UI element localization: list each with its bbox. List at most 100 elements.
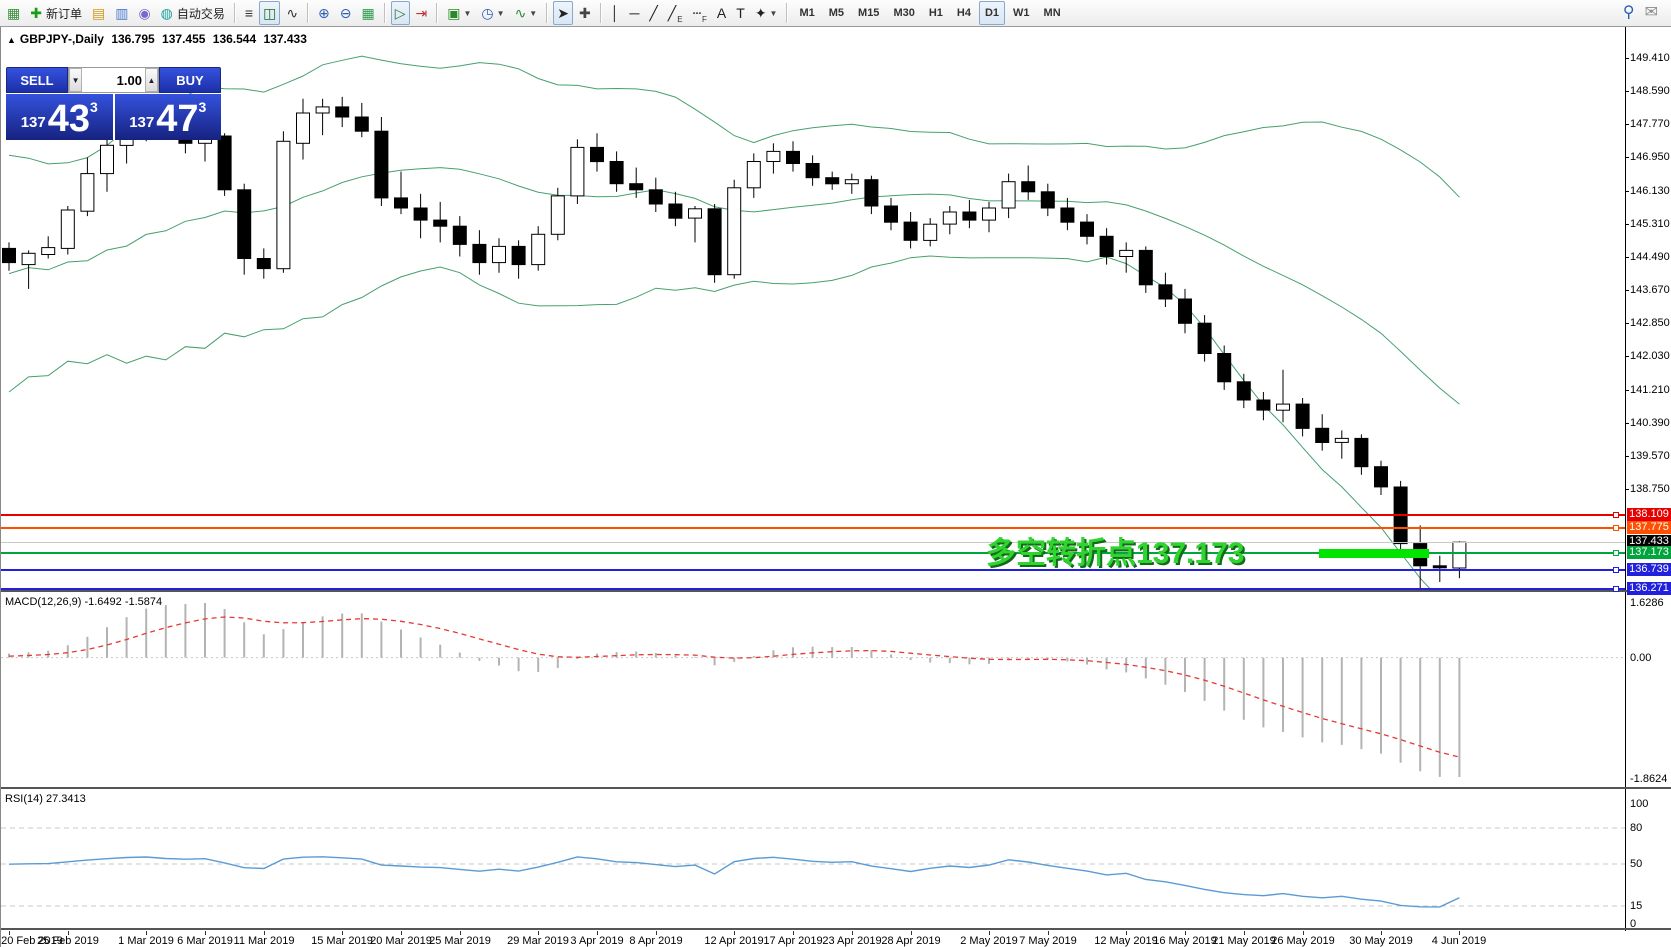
timeframe-w1[interactable]: W1 (1013, 7, 1030, 19)
green-level-bar[interactable] (1319, 548, 1429, 558)
chart-shift-icon: ⇥ (415, 5, 428, 21)
price-tick-label: 140.390 (1630, 417, 1670, 429)
new-order-button[interactable]: ✚ 新订单 (30, 5, 82, 21)
pane-divider[interactable] (1, 928, 1671, 930)
chart-window[interactable]: ▲ GBPJPY-,Daily 136.795 137.455 136.544 1… (0, 27, 1671, 947)
templates-icon: ▣ (447, 5, 461, 21)
line-anchor-square[interactable] (1613, 550, 1619, 556)
price-tick-label: 139.570 (1630, 450, 1670, 462)
zoom-in-button[interactable]: ⊕ (314, 1, 334, 25)
price-tick (1625, 356, 1629, 357)
timeframe-d1[interactable]: D1 (978, 1, 1006, 25)
hline-137173[interactable] (1, 552, 1625, 554)
window-menu-icon[interactable]: ▦ (3, 1, 24, 25)
date-tick (460, 931, 461, 935)
data-window-button[interactable]: ▥ (111, 1, 132, 25)
text-button[interactable]: A (713, 1, 730, 25)
arrows-button[interactable]: ✦ ▼ (754, 5, 778, 21)
pane-divider[interactable] (1, 590, 1671, 592)
timeframe-m1[interactable]: M1 (799, 7, 815, 19)
line-anchor-square[interactable] (1613, 567, 1619, 573)
date-tick (1185, 931, 1186, 935)
chart-shift-button[interactable]: ⇥ (412, 1, 432, 25)
rsi-indicator-label: RSI(14) 27.3413 (5, 793, 86, 805)
timeframe-mn[interactable]: MN (1043, 7, 1061, 19)
templates-button[interactable]: ▣ ▼ (447, 5, 472, 21)
candlestick-chart-button[interactable]: ◫ (259, 1, 281, 25)
timeframe-h1[interactable]: H1 (928, 7, 943, 19)
date-tick-label: 16 May 2019 (1153, 935, 1217, 947)
date-tick-label: 17 Apr 2019 (763, 935, 823, 947)
market-watch-button[interactable]: ▤ (88, 1, 109, 25)
price-axis-line (1625, 27, 1626, 931)
timeframe-m30[interactable]: M30 (893, 7, 915, 19)
window-menu-icon-icon: ▦ (7, 5, 21, 21)
toolbar-separator (233, 3, 236, 23)
cursor-button[interactable]: ➤ (553, 1, 573, 25)
hline-137433[interactable] (1, 542, 1625, 543)
date-tick (1381, 931, 1382, 935)
equidistant-channel-button[interactable]: ╱ E (667, 5, 683, 24)
price-tick-label: 142.030 (1630, 350, 1670, 362)
volume-increase-button[interactable]: ▲ (144, 68, 159, 92)
line-chart-button[interactable]: ∿ (282, 1, 302, 25)
ohlc-high: 137.455 (162, 32, 206, 46)
annotation-turning-point[interactable]: 多空转折点137.173 (986, 537, 1245, 570)
timeframe-h4[interactable]: H4 (956, 7, 971, 19)
date-axis[interactable]: 20 Feb 2019 25 Feb 2019 1 Mar 2019 6 Mar 20… (1, 931, 1671, 947)
navigator-button[interactable]: ◉ (134, 1, 154, 25)
timeframe-m15[interactable]: M15 (858, 7, 880, 19)
line-anchor-square[interactable] (1613, 525, 1619, 531)
fibonacci-button[interactable]: ┄ F (692, 5, 707, 24)
pane-divider[interactable] (1, 787, 1671, 789)
bar-chart-button[interactable]: ≡ (241, 1, 257, 25)
date-tick-label: 20 Feb 2019 (1, 935, 63, 947)
vertical-line-button[interactable]: │ (607, 1, 624, 25)
hline-136739[interactable] (1, 569, 1625, 571)
zoom-out-button[interactable]: ⊖ (336, 1, 356, 25)
search-icon[interactable]: ⚲ (1622, 4, 1635, 21)
tile-windows-button[interactable]: ▦ (358, 1, 379, 25)
volume-input[interactable] (82, 68, 145, 92)
macd-pane-canvas[interactable] (1, 593, 1625, 787)
line-anchor-square[interactable] (1613, 512, 1619, 518)
timeframe-m5[interactable]: M5 (828, 7, 845, 19)
toolbar-separator (599, 3, 602, 23)
crosshair-button[interactable]: ✚ (575, 1, 595, 25)
price-label-137173: 137.173 (1627, 546, 1671, 559)
horizontal-line-button[interactable]: ─ (625, 1, 643, 25)
price-tick-label: 145.310 (1630, 218, 1670, 230)
chart-menu-icon[interactable]: ▲ (7, 35, 16, 45)
volume-decrease-button[interactable]: ▼ (69, 68, 83, 92)
price-tick-label: 138.750 (1630, 483, 1670, 495)
rsi-pane-canvas[interactable] (1, 790, 1625, 931)
autotrading-button[interactable]: ◍ 自动交易 (160, 5, 225, 21)
trendline-button[interactable]: ╱ (645, 1, 661, 25)
arrows-icon: ✦ (754, 5, 767, 21)
date-tick (989, 931, 990, 935)
text-label-button[interactable]: T (732, 1, 749, 25)
toolbar-right: ⚲ ✉ (1618, 1, 1663, 25)
date-tick (911, 931, 912, 935)
indicators-icon: ∿ (514, 5, 527, 21)
price-tick-label: 146.950 (1630, 151, 1670, 163)
indicators-button[interactable]: ∿ ▼ (514, 5, 538, 21)
line-anchor-square[interactable] (1613, 586, 1619, 592)
chat-icon[interactable]: ✉ (1644, 4, 1658, 21)
date-tick (1244, 931, 1245, 935)
cursor-icon: ➤ (557, 5, 569, 21)
hline-138109[interactable] (1, 514, 1625, 516)
data-window-icon: ▥ (115, 5, 129, 21)
auto-scroll-button[interactable]: ▷ (390, 1, 410, 25)
date-tick (401, 931, 402, 935)
bar-chart-icon: ≡ (244, 5, 254, 21)
sell-button[interactable]: SELL (6, 67, 68, 93)
periods-button[interactable]: ◷ ▼ (481, 5, 505, 21)
market-watch-icon: ▤ (91, 5, 106, 21)
sell-price[interactable]: 137 43 3 (6, 94, 113, 140)
buy-price[interactable]: 137 47 3 (114, 94, 221, 140)
hline-136271[interactable] (1, 588, 1625, 590)
hline-137775[interactable] (1, 527, 1625, 529)
price-chart-canvas[interactable] (1, 54, 1625, 590)
buy-button[interactable]: BUY (159, 67, 221, 93)
